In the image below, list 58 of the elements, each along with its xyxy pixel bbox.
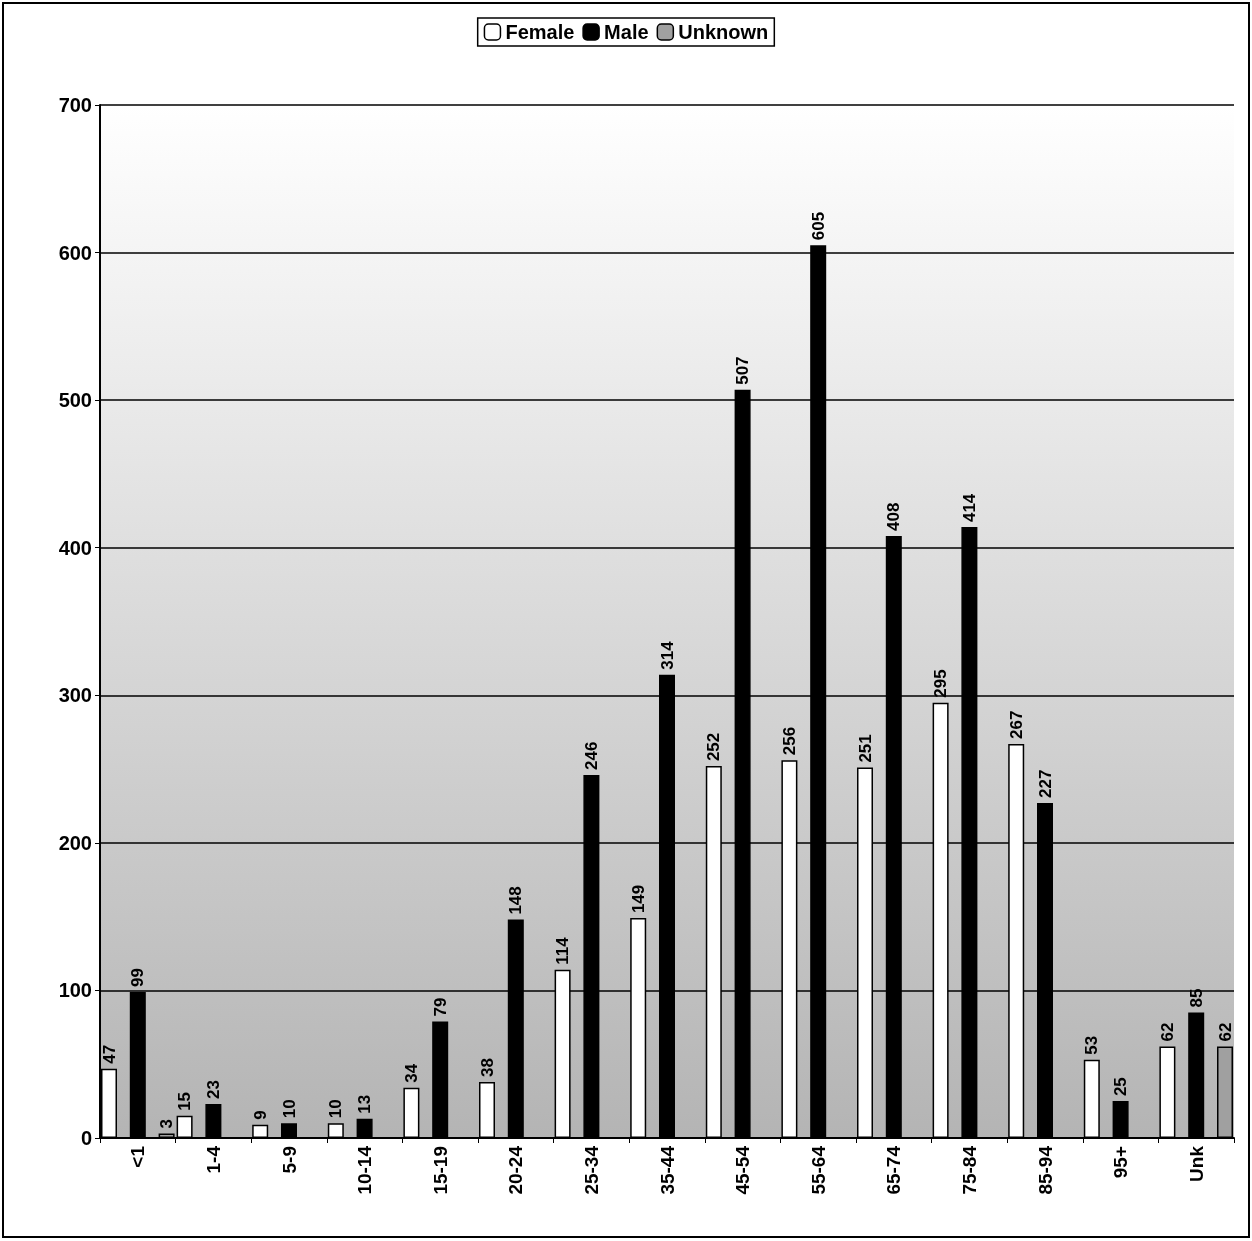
data-label: 79 <box>430 997 450 1017</box>
y-tick-label: 700 <box>58 94 92 116</box>
x-tick-label: Unk <box>1185 1145 1207 1182</box>
data-label: 47 <box>99 1044 119 1064</box>
data-label: 13 <box>355 1094 375 1114</box>
x-tick-label: 55-64 <box>807 1145 829 1195</box>
data-label: 3 <box>157 1119 177 1129</box>
legend-label: Male <box>604 21 649 43</box>
data-label: 267 <box>1006 710 1026 739</box>
x-tick-label: 25-34 <box>580 1145 602 1195</box>
legend-label: Unknown <box>678 21 769 43</box>
x-tick-label: 95+ <box>1110 1146 1132 1179</box>
x-tick-label: 5-9 <box>278 1146 300 1174</box>
data-label: 25 <box>1111 1077 1131 1097</box>
data-label: 38 <box>477 1058 497 1077</box>
data-label: 34 <box>401 1063 421 1083</box>
y-tick-label: 300 <box>58 684 92 707</box>
data-label: 605 <box>808 211 828 241</box>
data-label: 99 <box>128 967 148 987</box>
data-label: 246 <box>581 741 601 770</box>
data-label: 85 <box>1186 988 1206 1008</box>
data-label: 53 <box>1082 1035 1102 1055</box>
x-tick-label: 45-54 <box>732 1145 754 1195</box>
data-label: 414 <box>959 493 979 523</box>
data-label: 408 <box>884 502 904 531</box>
data-label: 295 <box>931 669 951 698</box>
x-tick-label: 15-19 <box>429 1146 451 1195</box>
data-label: 149 <box>628 884 648 914</box>
x-tick-label: 1-4 <box>202 1145 224 1174</box>
data-label: 507 <box>733 356 753 385</box>
data-label: 148 <box>506 886 526 915</box>
y-tick-label: 100 <box>58 979 92 1002</box>
data-label: 15 <box>175 1091 195 1111</box>
data-label: 62 <box>1215 1022 1235 1042</box>
x-tick-label: <1 <box>127 1145 149 1168</box>
y-tick-label: 400 <box>58 536 92 559</box>
x-tick-label: 20-24 <box>505 1145 527 1195</box>
data-label: 256 <box>779 726 799 756</box>
data-label: 252 <box>704 732 724 762</box>
data-label: 62 <box>1157 1022 1177 1042</box>
x-tick-label: 35-44 <box>656 1145 678 1195</box>
data-label: 9 <box>250 1110 270 1120</box>
data-label: 10 <box>279 1099 299 1119</box>
x-tick-label: 75-84 <box>958 1145 980 1195</box>
data-label: 314 <box>657 640 677 670</box>
x-tick-label: 65-74 <box>883 1145 905 1195</box>
legend-label: Female <box>505 21 575 43</box>
data-label: 251 <box>855 734 875 763</box>
y-tick-label: 600 <box>58 241 92 264</box>
data-label: 227 <box>1035 769 1055 799</box>
data-label: 114 <box>553 936 573 965</box>
y-tick-label: 0 <box>80 1127 92 1149</box>
data-label: 23 <box>203 1080 223 1100</box>
x-tick-label: 10-14 <box>354 1145 376 1195</box>
x-tick-label: 85-94 <box>1034 1145 1056 1195</box>
y-tick-label: 500 <box>58 389 92 412</box>
y-tick-label: 200 <box>58 831 92 854</box>
data-label: 10 <box>326 1099 346 1119</box>
